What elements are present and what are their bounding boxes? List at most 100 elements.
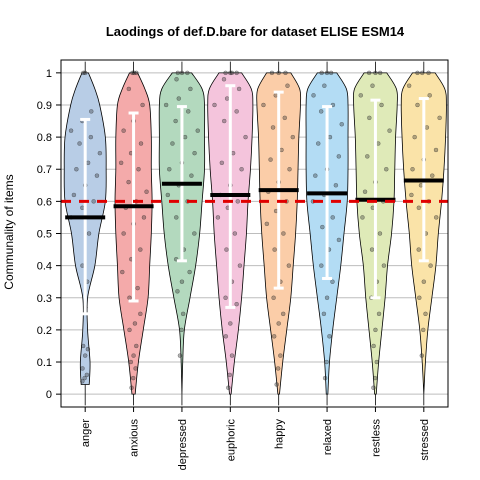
data-point: [135, 285, 140, 291]
data-point: [138, 247, 143, 252]
data-point: [322, 83, 327, 88]
data-point: [319, 263, 324, 268]
data-point: [274, 382, 279, 387]
data-point: [336, 237, 342, 243]
data-point: [138, 141, 144, 146]
data-point: [370, 83, 375, 88]
data-point: [374, 359, 380, 365]
data-point: [282, 115, 288, 121]
data-point: [127, 295, 132, 301]
data-point: [330, 215, 335, 220]
data-point: [165, 192, 171, 198]
data-point: [189, 173, 194, 178]
data-point: [318, 109, 324, 114]
data-point: [428, 263, 433, 268]
data-point: [192, 231, 197, 236]
data-point: [412, 134, 417, 140]
data-point: [130, 70, 135, 76]
y-axis: 0 0.1 0.2 0.3 0.4 0.5 0.6 0.7 0.8 0.9 1: [37, 68, 61, 401]
data-point: [97, 150, 103, 156]
data-point: [269, 70, 275, 76]
data-point: [129, 385, 134, 390]
data-point: [195, 128, 200, 133]
data-point: [384, 166, 389, 172]
data-point: [273, 93, 279, 98]
x-tick-label: relaxed: [322, 419, 334, 455]
data-point: [94, 173, 100, 178]
data-point: [371, 343, 376, 349]
x-tick-label: happy: [274, 419, 286, 449]
data-point: [239, 166, 244, 172]
data-point: [177, 353, 183, 358]
data-point: [236, 86, 242, 92]
x-tick-label: depressed: [177, 419, 189, 470]
data-point: [71, 192, 77, 198]
data-point: [224, 96, 230, 101]
data-point: [163, 102, 169, 108]
data-point: [327, 134, 333, 140]
data-point: [82, 353, 88, 358]
data-point: [328, 70, 334, 76]
data-point: [88, 134, 94, 140]
data-point: [381, 263, 387, 268]
data-point: [372, 375, 378, 381]
data-point: [426, 70, 431, 76]
data-point: [144, 189, 149, 194]
data-point: [330, 279, 335, 284]
data-point: [82, 70, 88, 76]
data-point: [234, 301, 239, 307]
y-tick-label: 0.3: [37, 293, 52, 305]
data-point: [134, 343, 139, 349]
data-point: [420, 327, 426, 333]
x-tick-label: restless: [370, 419, 382, 457]
data-point: [223, 295, 228, 301]
data-point: [167, 166, 172, 172]
data-point: [215, 215, 221, 220]
data-point: [226, 385, 231, 390]
data-point: [131, 70, 137, 76]
data-point: [180, 311, 186, 317]
data-point: [176, 96, 182, 101]
x-tick-label: stressed: [419, 419, 431, 461]
data-point: [185, 70, 190, 76]
data-point: [229, 70, 235, 76]
data-point: [311, 93, 316, 98]
data-point: [243, 134, 248, 140]
data-point: [179, 327, 184, 333]
data-point: [387, 128, 392, 133]
data-point: [224, 247, 229, 252]
data-point: [188, 86, 193, 92]
data-point: [320, 224, 325, 230]
data-point: [283, 70, 288, 76]
data-point: [424, 125, 430, 130]
data-point: [281, 231, 286, 236]
data-point: [373, 70, 378, 76]
x-tick-label: euphoric: [225, 419, 237, 462]
data-point: [179, 279, 185, 284]
data-point: [324, 70, 330, 76]
data-point: [179, 70, 185, 76]
data-point: [126, 179, 131, 185]
data-point: [280, 311, 286, 317]
data-point: [376, 311, 382, 317]
data-point: [175, 70, 181, 76]
y-tick-label: 0.5: [37, 229, 52, 241]
data-point: [134, 70, 139, 76]
data-point: [278, 353, 283, 358]
x-tick-label: anger: [80, 419, 92, 447]
data-point: [339, 122, 344, 127]
data-point: [227, 372, 232, 378]
data-point: [417, 295, 422, 301]
mean-markers: [65, 178, 444, 220]
data-point: [313, 173, 318, 178]
y-tick-label: 1: [46, 68, 52, 80]
data-point: [379, 102, 384, 108]
data-point: [136, 166, 141, 172]
data-point: [275, 366, 281, 371]
data-point: [327, 334, 332, 339]
data-point: [415, 102, 420, 108]
data-point: [128, 359, 134, 365]
data-point: [174, 77, 179, 82]
data-point: [373, 327, 378, 333]
